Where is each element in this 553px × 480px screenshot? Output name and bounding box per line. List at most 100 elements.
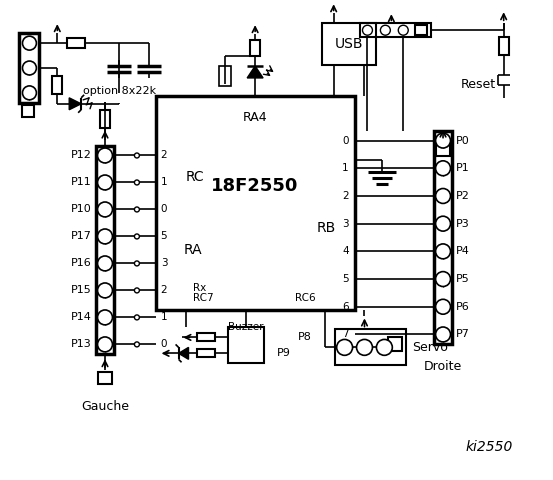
Text: 6: 6 [342,302,348,312]
Circle shape [436,244,451,259]
Polygon shape [69,98,81,110]
Circle shape [134,234,139,239]
Bar [156,96,354,310]
Text: RC7: RC7 [194,293,214,303]
Text: 1: 1 [342,163,348,173]
Bar [434,131,452,344]
Text: RA4: RA4 [243,111,268,124]
Text: 3: 3 [161,258,168,268]
Text: 0: 0 [161,339,167,349]
Circle shape [97,337,112,352]
Text: 0: 0 [161,204,167,215]
Bar [23,105,34,117]
Circle shape [97,256,112,271]
Text: Droite: Droite [424,360,462,373]
Text: 18F2550: 18F2550 [211,177,299,194]
Circle shape [134,315,139,320]
Text: Buzzer: Buzzer [228,322,264,332]
Text: P15: P15 [71,286,92,295]
Circle shape [97,310,112,325]
Text: RA: RA [184,243,202,257]
Text: P9: P9 [277,348,291,359]
Bar [96,145,114,354]
Circle shape [436,216,451,231]
Text: P4: P4 [456,246,470,256]
Polygon shape [247,66,263,78]
Circle shape [436,300,451,314]
Text: P3: P3 [456,219,469,228]
Bar [197,349,215,357]
Text: ki2550: ki2550 [465,440,513,454]
Circle shape [97,148,112,163]
Text: P2: P2 [456,191,470,201]
Text: 3: 3 [342,219,348,228]
Bar [415,25,427,35]
Circle shape [97,283,112,298]
Text: P16: P16 [71,258,92,268]
Circle shape [134,180,139,185]
Circle shape [436,133,451,148]
Text: 1: 1 [161,312,168,323]
Text: P13: P13 [71,339,92,349]
Circle shape [97,229,112,244]
Circle shape [436,272,451,287]
Bar [359,23,431,37]
Text: 5: 5 [161,231,168,241]
Text: P6: P6 [456,302,469,312]
Circle shape [134,288,139,293]
Text: 5: 5 [342,274,348,284]
Circle shape [363,25,372,35]
Bar [250,40,260,56]
Circle shape [23,86,36,100]
Text: 0: 0 [342,135,348,145]
Text: Servo: Servo [412,341,448,354]
Text: 1: 1 [161,178,168,188]
Text: 4: 4 [342,246,348,256]
Text: USB: USB [335,37,363,51]
Bar [335,329,406,365]
Circle shape [380,25,390,35]
Circle shape [134,153,139,158]
Text: Reset: Reset [461,78,495,91]
Bar [322,23,377,65]
Text: 2: 2 [342,191,348,201]
Text: P14: P14 [71,312,92,323]
Bar [388,337,402,351]
Text: P5: P5 [456,274,469,284]
Polygon shape [179,348,189,360]
Bar [228,327,264,363]
Circle shape [23,61,36,75]
Text: 2: 2 [161,151,168,160]
Circle shape [134,261,139,266]
Circle shape [357,339,372,355]
Text: option 8x22k: option 8x22k [84,86,156,96]
Text: RC6: RC6 [295,293,316,303]
Text: P10: P10 [71,204,92,215]
Text: 7: 7 [342,329,348,339]
Circle shape [377,339,392,355]
Circle shape [134,342,139,347]
Bar [436,143,450,156]
Circle shape [398,25,408,35]
Circle shape [23,36,36,50]
Text: RB: RB [317,221,336,235]
Bar [98,372,112,384]
Circle shape [134,207,139,212]
Circle shape [97,175,112,190]
Bar [100,110,110,128]
Text: Rx: Rx [194,283,207,293]
Text: P0: P0 [456,135,469,145]
Text: RC: RC [185,170,204,184]
Circle shape [97,202,112,217]
Circle shape [436,161,451,176]
Bar [67,38,85,48]
Text: P17: P17 [71,231,92,241]
Text: P12: P12 [71,151,92,160]
Text: P8: P8 [298,333,312,342]
Bar [197,334,215,341]
Text: P1: P1 [456,163,469,173]
Bar [499,37,509,55]
Circle shape [436,327,451,342]
Bar [19,33,39,103]
Text: P7: P7 [456,329,470,339]
